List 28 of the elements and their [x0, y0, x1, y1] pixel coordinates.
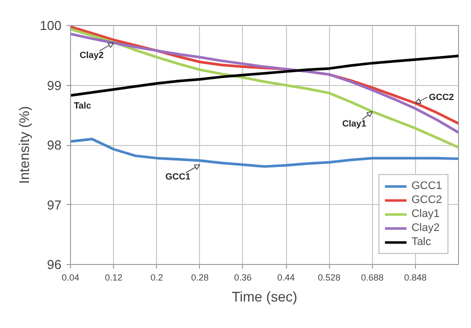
y-tick-label: 98: [47, 138, 62, 152]
legend-label: Talc: [411, 236, 432, 248]
x-tick-label: 0.848: [404, 272, 427, 282]
line-series: [70, 28, 458, 149]
y-axis-title: Intensity (%): [16, 106, 32, 184]
annotation: GCC2: [428, 92, 454, 102]
x-tick-label: 0.44: [277, 272, 295, 282]
annotation: GCC1: [165, 172, 190, 182]
annotation: Clay2: [80, 50, 104, 60]
y-tick-label: 100: [40, 18, 62, 33]
x-tick-label: 0.36: [234, 272, 252, 282]
x-tick-label: 0.688: [361, 272, 384, 282]
y-tick-label: 99: [47, 78, 62, 93]
legend-label: Clay2: [411, 222, 440, 234]
legend-label: Clay1: [411, 208, 440, 220]
annotation: Clay1: [342, 118, 366, 129]
line-series: [70, 138, 458, 168]
y-tick-label: 96: [47, 257, 62, 272]
x-tick-label: 0.28: [191, 272, 209, 282]
y-tick-label: 97: [47, 197, 62, 212]
x-tick-label: 0.04: [62, 272, 80, 282]
x-tick-label: 0.12: [104, 272, 122, 282]
x-axis-title: Time (sec): [232, 288, 298, 304]
legend-label: GCC1: [411, 180, 442, 192]
x-tick-label: 0.528: [318, 272, 340, 282]
legend-label: GCC2: [411, 194, 442, 206]
x-tick-label: 0.2: [150, 272, 163, 282]
annotation: Talc: [74, 100, 92, 110]
